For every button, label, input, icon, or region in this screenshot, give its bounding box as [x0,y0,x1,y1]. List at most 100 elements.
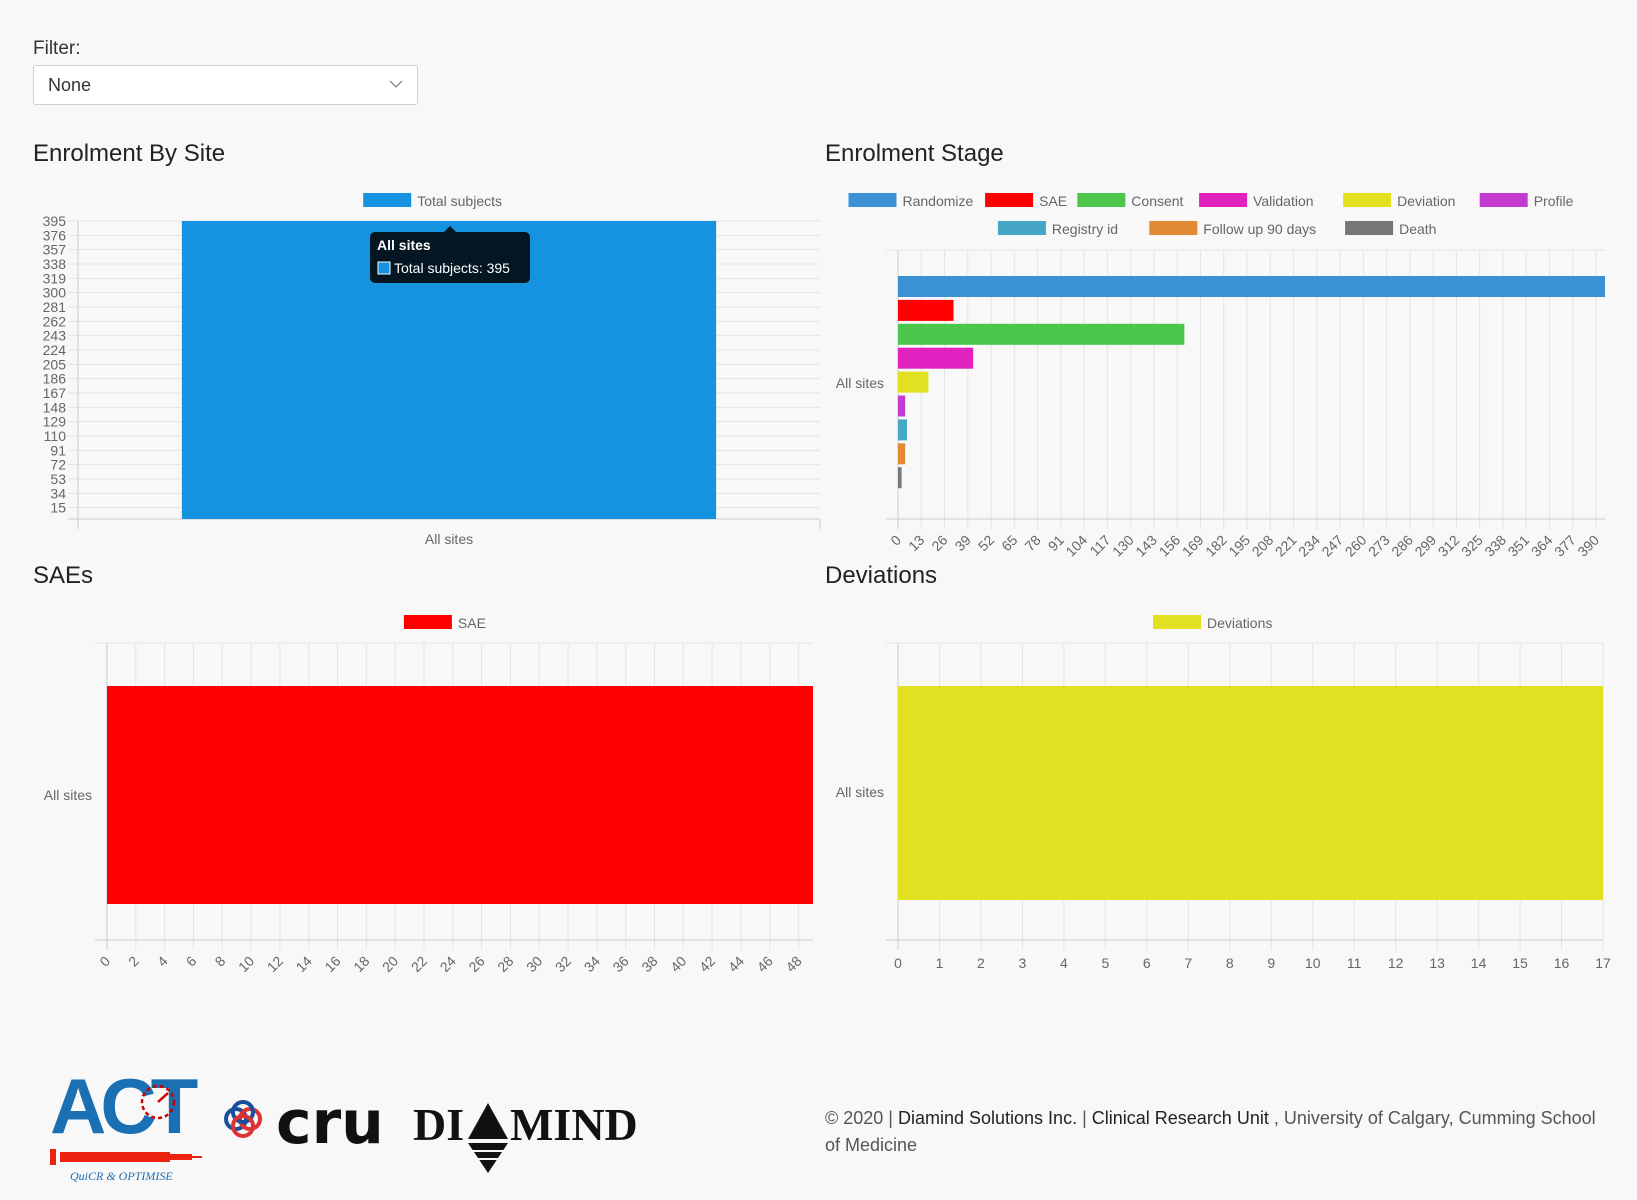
y-tick-label: All sites [836,375,884,391]
y-tick-label: 15 [50,500,66,516]
y-tick-label: 243 [43,328,67,344]
legend-swatch [1479,193,1528,207]
x-tick-label: 312 [1435,532,1463,560]
y-tick-label: 167 [43,385,67,401]
act-logo: ACT QuiCR & OPTIMISE [50,1062,204,1183]
x-tick-label: 14 [1471,955,1487,971]
x-tick-label: 26 [928,532,950,554]
x-tick-label: 182 [1202,532,1230,560]
y-tick-label: 262 [43,313,67,329]
x-tick-label: 208 [1249,532,1277,560]
section-title-enrolment-stage: Enrolment Stage [825,140,1004,167]
x-tick-label: 117 [1086,532,1113,559]
x-tick-label: 16 [1554,955,1570,971]
y-tick-label: 110 [44,428,67,444]
tooltip-box [370,232,530,283]
x-tick-label: 11 [1347,955,1362,971]
x-tick-label: 338 [1481,532,1509,560]
y-tick-label: 53 [50,471,66,487]
footer-unit-link[interactable]: Clinical Research Unit [1091,1108,1269,1128]
x-tick-label: 36 [609,953,631,975]
legend-label: Validation [1253,193,1313,209]
x-tick-label: 156 [1156,532,1184,560]
x-tick-label: 234 [1295,532,1323,560]
x-tick-label: 46 [754,953,776,975]
x-tick-label: 3 [1019,955,1027,971]
filter-selected-value: None [48,75,92,95]
diamind-logo-right: MIND [510,1099,638,1150]
y-tick-label: 34 [50,485,66,501]
chevron-down-icon [389,80,403,88]
x-tick-label: 325 [1458,532,1486,560]
legend-label: SAE [1039,193,1067,209]
x-tick-label: 8 [212,953,229,970]
filter-label: Filter: [33,38,81,59]
legend-label: Consent [1131,193,1183,209]
bar-sae [898,299,954,321]
legend-swatch [403,615,452,629]
y-tick-label: 91 [50,442,66,458]
x-tick-label: 28 [494,953,516,975]
x-tick-label: 48 [782,953,804,975]
x-tick-label: All sites [425,531,473,547]
x-tick-label: 26 [465,953,487,975]
filter-select[interactable]: None [33,65,418,105]
legend-swatch [1345,221,1394,235]
legend-swatch [1199,193,1248,207]
tooltip-title: All sites [377,237,431,253]
x-tick-label: 221 [1272,532,1300,560]
footer-separator: | [1077,1108,1092,1128]
x-tick-label: 130 [1109,532,1137,560]
x-tick-label: 7 [1184,955,1192,971]
y-tick-label: 357 [43,242,67,258]
x-tick-label: 195 [1225,532,1253,560]
x-tick-label: 390 [1574,532,1602,560]
bar-sae-all-sites [107,686,813,904]
x-tick-label: 4 [154,953,171,970]
x-tick-label: 40 [667,953,689,975]
y-tick-label: 148 [43,399,67,415]
section-title-saes: SAEs [33,562,94,589]
bar-deviations-all-sites [898,686,1603,900]
x-tick-label: 42 [696,953,718,975]
legend-label: Follow up 90 days [1203,221,1316,237]
x-tick-label: 9 [1267,955,1275,971]
x-tick-label: 286 [1388,532,1416,560]
x-tick-label: 6 [1143,955,1151,971]
legend-label: Death [1399,221,1436,237]
x-tick-label: 30 [523,953,545,975]
y-tick-label: 300 [43,285,67,301]
bar-validation [898,347,974,369]
x-tick-label: 4 [1060,955,1068,971]
x-tick-label: 17 [1595,955,1611,971]
x-tick-label: 143 [1132,532,1160,560]
x-tick-label: 0 [894,955,902,971]
x-tick-label: 18 [350,953,372,975]
footer-affiliation: , University of Calgary, Cumming School … [825,1108,1596,1155]
legend-label: Total subjects [417,193,502,209]
footer-company-link[interactable]: Diamind Solutions Inc. [897,1108,1078,1128]
x-tick-label: 44 [725,953,747,975]
legend-swatch [363,193,412,207]
legend-label: Profile [1534,193,1574,209]
x-tick-label: 169 [1179,532,1207,560]
y-tick-label: 205 [43,356,67,372]
legend-label: Randomize [903,193,974,209]
x-tick-label: 104 [1062,532,1090,560]
footer-logos: ACT QuiCR & OPTIMISE cru DI [50,1062,690,1185]
x-tick-label: 65 [998,532,1020,554]
x-tick-label: 24 [437,953,459,975]
legend-swatch [1149,221,1198,235]
x-tick-label: 14 [293,953,315,975]
x-tick-label: 20 [379,953,401,975]
cru-logo-text: cru [276,1088,384,1158]
x-tick-label: 10 [1305,955,1321,971]
y-tick-label: 395 [43,213,67,229]
y-tick-label: All sites [44,787,92,803]
footer-text: © 2020 | Diamind Solutions Inc. | Clinic… [825,1105,1615,1159]
charts-canvas: Total subjects15345372911101291481671862… [43,193,1611,975]
x-tick-label: 38 [638,953,660,975]
y-tick-label: All sites [836,784,884,800]
x-tick-label: 0 [887,532,904,549]
x-tick-label: 8 [1226,955,1234,971]
